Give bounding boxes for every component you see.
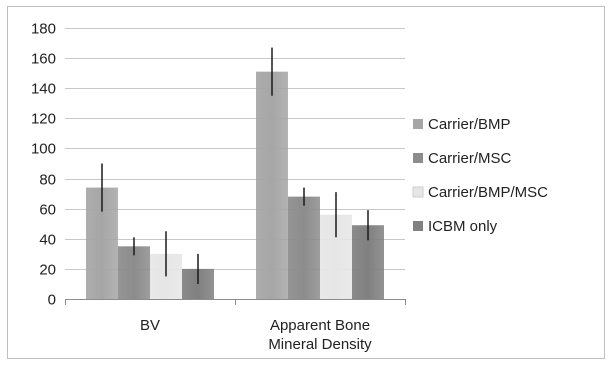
x-category-label-0: BV — [140, 317, 160, 334]
bar-carrier-bmp-1 — [256, 71, 288, 300]
y-tick-label-20: 20 — [39, 262, 56, 279]
y-tick-label-40: 40 — [39, 232, 56, 249]
x-category-label-1: Apparent Bone Mineral Density — [268, 317, 372, 353]
y-tick-label-100: 100 — [31, 141, 56, 158]
x-axis-category-labels: BV Apparent Bone Mineral Density — [140, 317, 372, 353]
legend: Carrier/BMP Carrier/MSC Carrier/BMP/MSC ICB… — [412, 116, 548, 235]
chart-frame — [7, 6, 605, 359]
bars — [86, 47, 384, 300]
legend-swatch-icbm-only — [413, 221, 423, 231]
y-tick-label-140: 140 — [31, 81, 56, 98]
y-tick-label-180: 180 — [31, 21, 56, 38]
legend-swatch-carrier-bmp-msc — [412, 186, 424, 198]
y-tick-label-0: 0 — [48, 292, 56, 309]
legend-label-icbm-only: ICBM only — [428, 218, 498, 235]
legend-swatch-carrier-msc — [413, 153, 423, 163]
x-axis — [65, 299, 406, 305]
y-axis-tick-labels: 0 20 40 60 80 100 120 140 160 180 — [31, 21, 56, 309]
y-tick-label-60: 60 — [39, 202, 56, 219]
legend-label-carrier-msc: Carrier/MSC — [428, 150, 512, 167]
legend-label-carrier-bmp: Carrier/BMP — [428, 116, 511, 133]
legend-label-carrier-bmp-msc: Carrier/BMP/MSC — [428, 184, 548, 201]
y-tick-label-120: 120 — [31, 111, 56, 128]
y-tick-label-80: 80 — [39, 172, 56, 189]
y-tick-label-160: 160 — [31, 51, 56, 68]
bar-carrier-msc-1 — [288, 196, 320, 299]
legend-swatch-carrier-bmp — [413, 119, 423, 129]
